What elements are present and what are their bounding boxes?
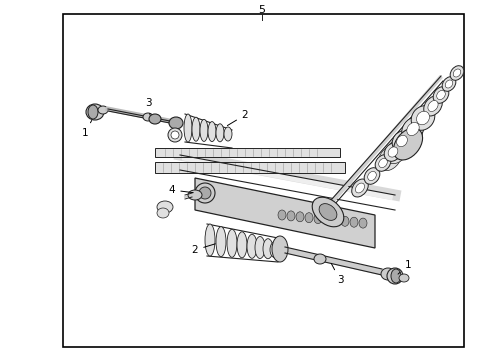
Ellipse shape bbox=[263, 239, 273, 259]
Ellipse shape bbox=[255, 237, 265, 258]
Ellipse shape bbox=[200, 120, 208, 141]
Ellipse shape bbox=[270, 242, 280, 258]
Ellipse shape bbox=[352, 179, 368, 197]
Ellipse shape bbox=[272, 236, 288, 262]
Ellipse shape bbox=[312, 197, 344, 227]
Ellipse shape bbox=[224, 127, 232, 141]
Ellipse shape bbox=[399, 124, 423, 150]
Ellipse shape bbox=[424, 96, 442, 116]
Ellipse shape bbox=[314, 254, 326, 264]
Text: 4: 4 bbox=[169, 185, 193, 195]
Ellipse shape bbox=[157, 201, 173, 213]
Ellipse shape bbox=[88, 105, 98, 119]
Ellipse shape bbox=[296, 212, 304, 222]
Text: 3: 3 bbox=[145, 98, 151, 115]
Ellipse shape bbox=[247, 234, 257, 258]
Ellipse shape bbox=[143, 113, 153, 121]
Ellipse shape bbox=[445, 80, 453, 88]
Ellipse shape bbox=[393, 128, 422, 160]
Ellipse shape bbox=[359, 218, 367, 228]
Text: 5: 5 bbox=[259, 5, 266, 15]
Ellipse shape bbox=[305, 213, 313, 223]
Ellipse shape bbox=[227, 229, 237, 257]
Ellipse shape bbox=[428, 100, 438, 112]
Ellipse shape bbox=[355, 183, 365, 193]
Ellipse shape bbox=[450, 66, 464, 80]
Ellipse shape bbox=[350, 217, 358, 227]
Ellipse shape bbox=[171, 131, 179, 139]
Ellipse shape bbox=[392, 131, 416, 157]
Ellipse shape bbox=[237, 232, 247, 258]
Ellipse shape bbox=[416, 111, 430, 125]
Text: 1: 1 bbox=[398, 260, 411, 274]
Ellipse shape bbox=[378, 145, 402, 171]
Ellipse shape bbox=[453, 69, 461, 77]
Text: 2: 2 bbox=[227, 110, 248, 126]
Ellipse shape bbox=[188, 190, 202, 200]
Ellipse shape bbox=[364, 168, 380, 184]
Text: 1: 1 bbox=[82, 121, 92, 138]
Ellipse shape bbox=[208, 122, 216, 141]
Ellipse shape bbox=[388, 147, 398, 157]
Ellipse shape bbox=[384, 143, 402, 161]
Ellipse shape bbox=[323, 215, 331, 225]
Bar bbox=[63, 14, 464, 347]
Ellipse shape bbox=[381, 268, 395, 280]
Ellipse shape bbox=[396, 135, 407, 147]
Ellipse shape bbox=[192, 117, 200, 141]
Ellipse shape bbox=[287, 211, 295, 221]
Ellipse shape bbox=[341, 216, 349, 226]
Ellipse shape bbox=[319, 204, 337, 220]
Ellipse shape bbox=[402, 117, 424, 141]
Ellipse shape bbox=[387, 268, 403, 284]
Ellipse shape bbox=[195, 183, 215, 203]
Ellipse shape bbox=[407, 122, 419, 136]
Ellipse shape bbox=[157, 208, 169, 218]
Ellipse shape bbox=[86, 104, 104, 120]
Ellipse shape bbox=[168, 128, 182, 142]
Ellipse shape bbox=[169, 117, 183, 129]
Ellipse shape bbox=[411, 106, 435, 130]
Ellipse shape bbox=[216, 227, 226, 257]
Ellipse shape bbox=[392, 131, 412, 151]
Text: 2: 2 bbox=[192, 244, 215, 255]
Polygon shape bbox=[155, 162, 345, 173]
Ellipse shape bbox=[205, 224, 215, 256]
Ellipse shape bbox=[391, 269, 401, 283]
Ellipse shape bbox=[399, 274, 409, 282]
Ellipse shape bbox=[184, 114, 192, 142]
Ellipse shape bbox=[314, 213, 322, 224]
Ellipse shape bbox=[375, 155, 391, 171]
Ellipse shape bbox=[98, 106, 108, 114]
Ellipse shape bbox=[332, 215, 340, 225]
Ellipse shape bbox=[216, 124, 224, 142]
Ellipse shape bbox=[278, 210, 286, 220]
Ellipse shape bbox=[149, 114, 161, 124]
Ellipse shape bbox=[385, 138, 409, 164]
Polygon shape bbox=[155, 148, 340, 157]
Ellipse shape bbox=[442, 77, 456, 91]
Text: 3: 3 bbox=[331, 264, 343, 285]
Ellipse shape bbox=[379, 158, 387, 167]
Ellipse shape bbox=[199, 187, 211, 199]
Ellipse shape bbox=[433, 87, 449, 103]
Ellipse shape bbox=[437, 90, 445, 100]
Polygon shape bbox=[195, 178, 375, 248]
Ellipse shape bbox=[368, 171, 376, 181]
